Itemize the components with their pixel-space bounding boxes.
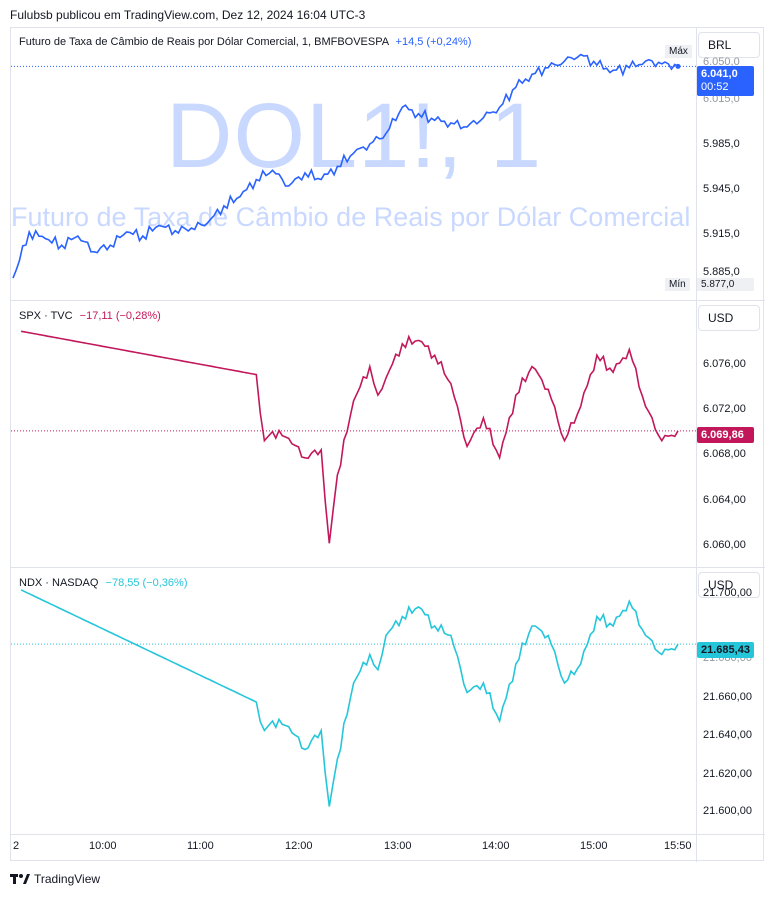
- tick-ndx-3: 21.640,00: [703, 729, 752, 741]
- time-label-7: 15:50: [664, 840, 692, 852]
- pane-ndx[interactable]: NDX · NASDAQ −78,55 (−0,36%): [11, 568, 696, 834]
- tick-dol-3: 5.945,0: [703, 183, 740, 195]
- legend-spx-name: SPX · TVC: [19, 310, 73, 322]
- plot-ndx: [11, 589, 696, 807]
- legend-spx[interactable]: SPX · TVC −17,11 (−0,28%): [19, 310, 161, 322]
- tick-dol-4: 5.915,0: [703, 228, 740, 240]
- max-label: Máx: [665, 45, 692, 58]
- pane-dol[interactable]: DOL1!, 1 Futuro de Taxa de Câmbio de Rea…: [11, 28, 696, 300]
- price-tag-dol-value: 6.041,0: [701, 68, 738, 80]
- legend-ndx-name: NDX · NASDAQ: [19, 577, 99, 589]
- tradingview-logo-icon: [10, 873, 30, 885]
- legend-spx-change: −17,11 (−0,28%): [79, 310, 161, 322]
- tick-dol-1: 6.015,0: [703, 93, 740, 105]
- tick-dol-5: 5.885,0: [703, 266, 740, 278]
- plot-spx: [11, 330, 696, 544]
- series-line-dol: [12, 53, 679, 279]
- chart-frame[interactable]: DOL1!, 1 Futuro de Taxa de Câmbio de Rea…: [10, 27, 765, 862]
- currency-button-spx[interactable]: USD: [698, 305, 760, 331]
- currency-button-brl[interactable]: BRL: [698, 32, 760, 58]
- tick-dol-2: 5.985,0: [703, 138, 740, 150]
- legend-dol[interactable]: Futuro de Taxa de Câmbio de Reais por Dó…: [19, 36, 471, 48]
- symbol-watermark: DOL1!, 1: [166, 85, 543, 187]
- series-line-spx: [20, 330, 679, 544]
- tick-spx-4: 6.060,00: [703, 539, 746, 551]
- price-tag-ndx: 21.685,43: [697, 642, 754, 658]
- time-label-5: 14:00: [482, 840, 510, 852]
- last-point-dol: [675, 63, 681, 69]
- time-label-2: 11:00: [187, 840, 214, 852]
- currency-button-ndx[interactable]: USD: [698, 572, 760, 598]
- pane-separator-1[interactable]: [11, 300, 765, 301]
- tick-ndx-0: 21.700,00: [703, 587, 752, 599]
- publisher-line: Fulubsb publicou em TradingView.com, Dez…: [10, 8, 366, 22]
- series-line-ndx: [20, 589, 679, 807]
- time-label-3: 12:00: [285, 840, 313, 852]
- price-axis-separator: [696, 28, 697, 862]
- time-label-6: 15:00: [580, 840, 608, 852]
- legend-dol-name: Futuro de Taxa de Câmbio de Reais por Dó…: [19, 36, 389, 48]
- time-label-1: 10:00: [89, 840, 117, 852]
- min-label: Mín: [665, 278, 690, 291]
- price-tag-dol-countdown: 00:52: [701, 81, 729, 93]
- time-axis-separator: [11, 834, 765, 835]
- pane-separator-2[interactable]: [11, 567, 765, 568]
- tick-ndx-4: 21.620,00: [703, 768, 752, 780]
- legend-ndx-change: −78,55 (−0,36%): [105, 577, 188, 589]
- description-watermark: Futuro de Taxa de Câmbio de Reais por Dó…: [11, 202, 691, 232]
- footer-brand-text: TradingView: [34, 872, 101, 886]
- tick-ndx-2: 21.660,00: [703, 691, 752, 703]
- tick-dol-0: 6.050,0: [703, 56, 740, 68]
- pane-spx[interactable]: SPX · TVC −17,11 (−0,28%): [11, 301, 696, 567]
- time-label-4: 13:00: [384, 840, 412, 852]
- plot-dol: [11, 53, 696, 279]
- price-tag-spx: 6.069,86: [697, 427, 754, 443]
- legend-ndx[interactable]: NDX · NASDAQ −78,55 (−0,36%): [19, 577, 187, 589]
- legend-dol-change: +14,5 (+0,24%): [395, 36, 472, 48]
- min-value: 5.877,0: [697, 278, 754, 291]
- price-tag-dol: 6.041,0 00:52: [697, 66, 754, 96]
- time-label-0: 2: [13, 840, 20, 852]
- tick-spx-1: 6.072,00: [703, 403, 746, 415]
- footer-brand[interactable]: TradingView: [10, 872, 100, 886]
- tick-spx-0: 6.076,00: [703, 358, 746, 370]
- tick-ndx-5: 21.600,00: [703, 805, 752, 817]
- tick-spx-3: 6.064,00: [703, 494, 746, 506]
- tick-spx-2: 6.068,00: [703, 448, 746, 460]
